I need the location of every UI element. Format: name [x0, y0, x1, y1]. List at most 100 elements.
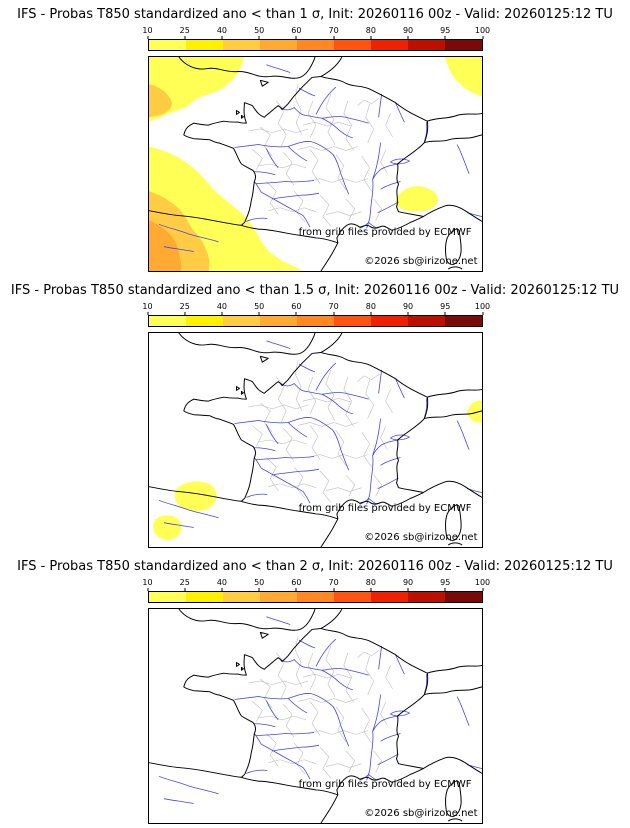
colorbar-tick-mark [333, 312, 335, 315]
colorbar-tick-label: 90 [402, 302, 414, 311]
colorbar-tick-mark [258, 588, 260, 591]
panel-sigma-1: IFS - Probas T850 standardized ano < tha… [0, 0, 630, 276]
colorbar-tick-mark [221, 312, 223, 315]
colorbar-segment [259, 316, 297, 326]
colorbar-segment [259, 592, 297, 602]
colorbar-tick-mark [258, 312, 260, 315]
colorbar-segment [185, 40, 223, 50]
colorbar-segment [444, 316, 482, 326]
panel-title: IFS - Probas T850 standardized ano < tha… [17, 7, 613, 22]
colorbar-segment [370, 592, 408, 602]
colorbar-segment [407, 40, 445, 50]
colorbar-segment [370, 40, 408, 50]
colorbar-tick-mark [221, 588, 223, 591]
colorbar-tick-label: 100 [474, 302, 491, 311]
ecmwf-credit: from grib files provided by ECMWF [298, 779, 472, 790]
colorbar-tick-label: 90 [402, 26, 414, 35]
colorbar-tick-mark [295, 312, 297, 315]
colorbar-segment [185, 316, 223, 326]
panel-title: IFS - Probas T850 standardized ano < tha… [17, 559, 613, 574]
colorbar-tick-mark [295, 36, 297, 39]
colorbar-tick-label: 70 [328, 302, 339, 311]
colorbar-tick-label: 70 [328, 26, 339, 35]
colorbar-tick-label: 60 [291, 578, 302, 587]
colorbar-tick-mark [407, 312, 409, 315]
colorbar-tick-mark [333, 36, 335, 39]
colorbar-tick-mark [184, 36, 186, 39]
colorbar-tick-label: 80 [365, 302, 376, 311]
colorbar-segment [407, 592, 445, 602]
copyright-text: ©2026 sb@irizone.net [364, 532, 478, 543]
colorbar-segment [222, 316, 260, 326]
colorbar-tick-label: 95 [440, 26, 451, 35]
copyright-text: ©2026 sb@irizone.net [364, 808, 478, 819]
panel-sigma-1-5: IFS - Probas T850 standardized ano < tha… [0, 276, 630, 552]
colorbar-tick-label: 90 [402, 578, 414, 587]
colorbar-tick-label: 50 [254, 578, 265, 587]
colorbar-tick-label: 40 [216, 578, 228, 587]
colorbar-tick-label: 60 [291, 302, 302, 311]
colorbar-segment [148, 316, 186, 326]
colorbar-segment [333, 316, 371, 326]
colorbar-tick-label: 25 [179, 302, 190, 311]
colorbar-segment [222, 592, 260, 602]
colorbar-tick-label: 95 [440, 578, 451, 587]
colorbar-segment [333, 40, 371, 50]
colorbar-tick-label: 60 [291, 26, 302, 35]
colorbar-tick-label: 100 [474, 578, 491, 587]
colorbar-segment [148, 592, 186, 602]
colorbar-segment [444, 40, 482, 50]
colorbar-tick-label: 25 [179, 578, 190, 587]
colorbar-tick-label: 80 [365, 26, 376, 35]
colorbar-segment [296, 592, 334, 602]
colorbar-tick-mark [184, 588, 186, 591]
colorbar-tick-label: 40 [216, 302, 228, 311]
colorbar-segment [333, 592, 371, 602]
probability-colorbar: 10 25 40 50 60 70 80 90 95 100 [142, 302, 490, 327]
colorbar-bar [147, 39, 483, 51]
colorbar-tick-label: 95 [440, 302, 451, 311]
colorbar-segment [259, 40, 297, 50]
colorbar-segment [296, 316, 334, 326]
colorbar-tick-mark [333, 588, 335, 591]
colorbar-tick-mark [184, 312, 186, 315]
colorbar-tick-mark [370, 312, 372, 315]
colorbar-tick-mark [482, 312, 483, 315]
map-france: from grib files provided by ECMWF ©2026 … [147, 608, 483, 824]
colorbar-tick-label: 10 [142, 302, 153, 311]
colorbar-tick-label: 40 [216, 26, 228, 35]
probability-colorbar: 10 25 40 50 60 70 80 90 95 100 [142, 578, 490, 603]
colorbar-segment [222, 40, 260, 50]
colorbar-tick-label: 70 [328, 578, 339, 587]
probability-colorbar: 10 25 40 50 60 70 80 90 95 100 [142, 26, 490, 51]
colorbar-bar [147, 591, 483, 603]
colorbar-segment [296, 40, 334, 50]
colorbar-tick-mark [370, 36, 372, 39]
colorbar-segment [407, 316, 445, 326]
colorbar-tick-mark [147, 588, 148, 591]
colorbar-tick-label: 25 [179, 26, 190, 35]
map-france: from grib files provided by ECMWF ©2026 … [147, 332, 483, 548]
colorbar-segment [444, 592, 482, 602]
colorbar-tick-mark [444, 36, 446, 39]
colorbar-segment [148, 40, 186, 50]
colorbar-tick-mark [482, 588, 483, 591]
colorbar-tick-label: 50 [254, 302, 265, 311]
colorbar-tick-mark [258, 36, 260, 39]
colorbar-tick-mark [147, 36, 148, 39]
colorbar-bar [147, 315, 483, 327]
colorbar-tick-mark [444, 588, 446, 591]
highlight-patches [152, 400, 482, 540]
colorbar-tick-mark [370, 588, 372, 591]
colorbar-tick-mark [147, 312, 148, 315]
colorbar-tick-mark [221, 36, 223, 39]
colorbar-tick-mark [407, 588, 409, 591]
map-france: from grib files provided by ECMWF ©2026 … [147, 56, 483, 272]
colorbar-tick-label: 10 [142, 26, 153, 35]
colorbar-tick-label: 100 [474, 26, 491, 35]
colorbar-tick-mark [444, 312, 446, 315]
colorbar-tick-mark [482, 36, 483, 39]
panel-sigma-2: IFS - Probas T850 standardized ano < tha… [0, 552, 630, 828]
france-map-svg [148, 333, 482, 547]
